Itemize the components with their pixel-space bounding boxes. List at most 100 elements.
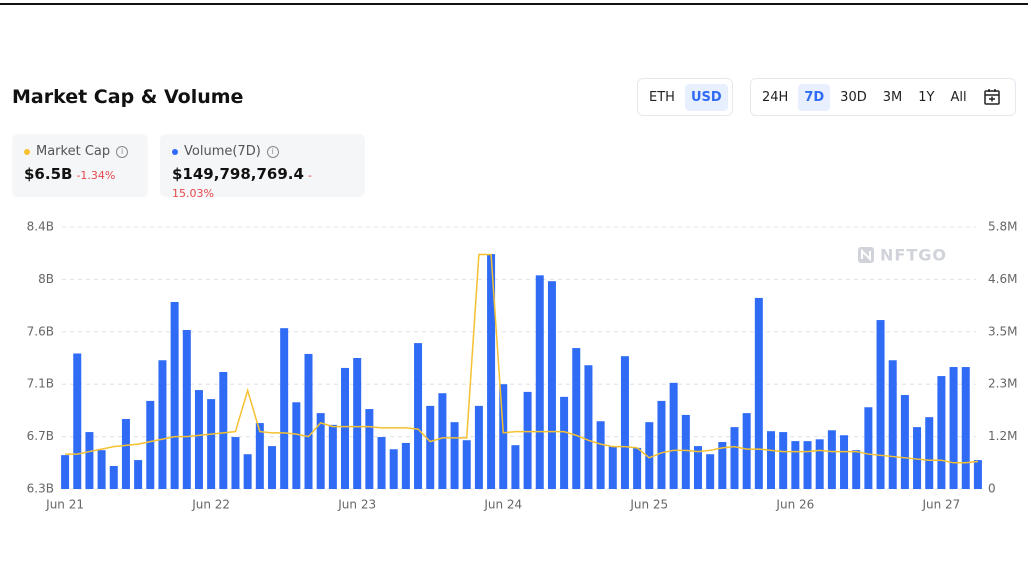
x-tick-label: Jun 27 bbox=[921, 498, 960, 512]
legend-dot bbox=[24, 148, 30, 155]
stat-label-row: Market Cap i bbox=[24, 144, 136, 159]
currency-toggle: ETH USD bbox=[637, 78, 733, 116]
bar bbox=[316, 413, 325, 489]
toggle-option[interactable]: 30D bbox=[840, 89, 867, 105]
tick-label: 2.3M bbox=[988, 377, 1017, 391]
bar bbox=[134, 460, 143, 489]
bar bbox=[511, 445, 520, 489]
bar bbox=[487, 254, 496, 489]
stat-card: Volume(7D) i $149,798,769.4 -15.03% bbox=[160, 134, 365, 200]
bar bbox=[803, 441, 812, 489]
bar bbox=[243, 454, 252, 489]
tick-label: 7.1B bbox=[27, 377, 54, 391]
bar bbox=[280, 328, 289, 489]
bar bbox=[657, 400, 666, 489]
bar bbox=[791, 441, 800, 489]
bar bbox=[170, 301, 179, 489]
bar bbox=[97, 450, 106, 489]
bar bbox=[182, 329, 191, 489]
bar bbox=[949, 367, 958, 489]
bar bbox=[669, 382, 678, 489]
bar bbox=[645, 422, 654, 489]
bar bbox=[718, 442, 727, 489]
bar bbox=[121, 418, 130, 489]
bar bbox=[840, 435, 849, 489]
stat-card: Market Cap i $6.5B -1.34% bbox=[12, 134, 148, 197]
stat-row: $6.5B -1.34% bbox=[24, 165, 136, 183]
bar bbox=[584, 365, 593, 489]
bar bbox=[523, 391, 532, 489]
bar bbox=[693, 446, 702, 489]
toggle-option[interactable]: USD bbox=[684, 83, 728, 111]
stat-name: Market Cap bbox=[36, 144, 111, 159]
bar bbox=[73, 353, 82, 489]
bar bbox=[852, 450, 861, 489]
x-tick-label: Jun 24 bbox=[483, 498, 522, 512]
bar bbox=[754, 297, 763, 489]
bar bbox=[499, 384, 508, 489]
tick-label: 1.2M bbox=[988, 429, 1017, 443]
bar bbox=[377, 437, 386, 489]
bar bbox=[827, 430, 836, 489]
info-icon[interactable]: i bbox=[116, 145, 129, 158]
bar bbox=[207, 399, 216, 489]
toggle-option[interactable]: 7D bbox=[798, 83, 831, 111]
bar bbox=[426, 405, 435, 489]
bar bbox=[608, 446, 617, 489]
tick-label: 6.7B bbox=[27, 429, 54, 443]
bar bbox=[474, 405, 483, 489]
toggle-option[interactable]: 1Y bbox=[918, 89, 935, 105]
bar bbox=[900, 395, 909, 489]
bar bbox=[730, 427, 739, 489]
bar bbox=[194, 390, 203, 489]
bar bbox=[535, 275, 544, 489]
bar bbox=[888, 360, 897, 489]
bar bbox=[462, 440, 471, 489]
x-tick-label: Jun 22 bbox=[191, 498, 230, 512]
bar bbox=[815, 439, 824, 489]
bar bbox=[864, 407, 873, 489]
top-border bbox=[0, 3, 1028, 5]
x-tick-label: Jun 21 bbox=[45, 498, 84, 512]
tick-label: 4.6M bbox=[988, 272, 1017, 286]
bar bbox=[61, 455, 70, 489]
bar bbox=[620, 356, 629, 489]
bar bbox=[925, 417, 934, 489]
info-icon[interactable]: i bbox=[266, 145, 279, 158]
bar bbox=[158, 360, 167, 489]
bar bbox=[973, 460, 982, 489]
stat-value: $149,798,769.4 bbox=[172, 165, 304, 183]
stat-value: $6.5B bbox=[24, 165, 73, 183]
x-tick-label: Jun 25 bbox=[629, 498, 668, 512]
bar bbox=[767, 431, 776, 489]
bar bbox=[85, 432, 94, 489]
tick-label: 8.4B bbox=[27, 220, 54, 234]
bar bbox=[341, 367, 350, 489]
bar bbox=[267, 446, 276, 489]
bar bbox=[633, 447, 642, 489]
bar bbox=[231, 437, 240, 489]
bar bbox=[401, 442, 410, 489]
stat-name: Volume(7D) bbox=[184, 144, 261, 159]
bar bbox=[742, 413, 751, 489]
toggle-option[interactable]: All bbox=[950, 89, 967, 105]
watermark: NFTGO bbox=[880, 246, 947, 265]
bar bbox=[353, 358, 362, 489]
bar bbox=[438, 393, 447, 489]
tick-label: 6.3B bbox=[27, 482, 54, 496]
calendar-icon[interactable] bbox=[983, 88, 1001, 106]
tick-label: 7.6B bbox=[27, 324, 54, 338]
x-tick-label: Jun 23 bbox=[337, 498, 376, 512]
tick-label: 0 bbox=[988, 482, 996, 496]
bar bbox=[292, 402, 301, 489]
toggle-option[interactable]: 24H bbox=[762, 89, 789, 105]
bar bbox=[937, 376, 946, 489]
bar bbox=[876, 320, 885, 489]
stat-label-row: Volume(7D) i bbox=[172, 144, 353, 159]
range-toggle: 24H 7D 30D 3M 1Y All bbox=[750, 78, 1016, 116]
toggle-option[interactable]: 3M bbox=[882, 89, 903, 105]
bar bbox=[681, 414, 690, 489]
toggle-option[interactable]: ETH bbox=[649, 89, 675, 105]
bar bbox=[560, 396, 569, 489]
stat-change: -15.03% bbox=[172, 169, 312, 200]
